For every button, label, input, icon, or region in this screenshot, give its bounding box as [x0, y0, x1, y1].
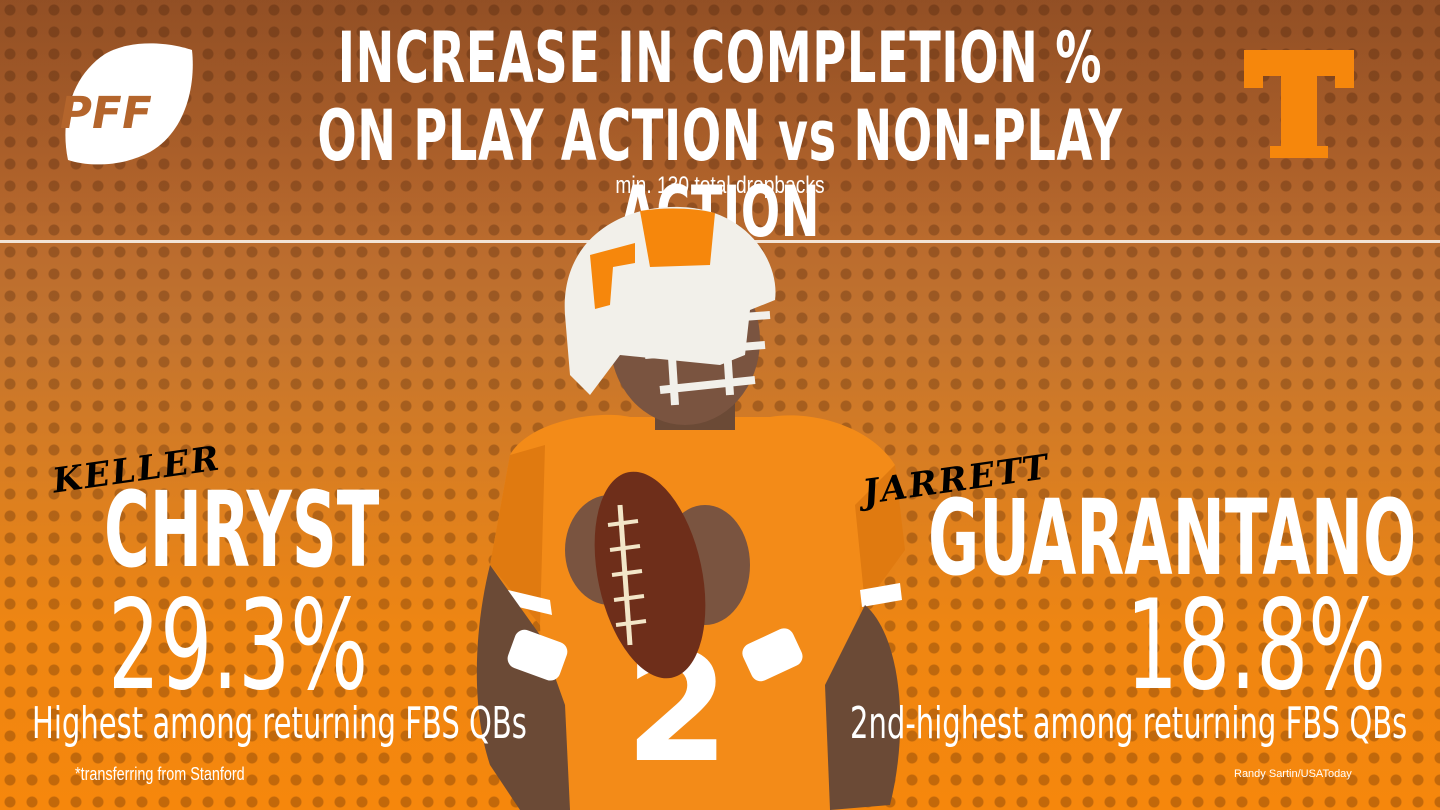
right-percent: 18.8% [1126, 574, 1386, 718]
right-note: 2nd-highest among returning FBS QBs [850, 698, 1408, 749]
pff-logo: PFF [60, 43, 193, 165]
right-last-name: GUARANTANO [928, 477, 1417, 599]
quarterback-photo: 2 [476, 206, 905, 810]
left-percent: 29.3% [108, 574, 368, 718]
tennessee-t-logo [1244, 50, 1354, 158]
page-title-line1: INCREASE IN COMPLETION % [337, 17, 1103, 99]
photo-credit: Randy Sartin/USAToday [1234, 768, 1352, 780]
header-background [0, 0, 1440, 240]
page-subtitle: min. 130 total dropbacks [615, 172, 825, 199]
page-title-line2: ON PLAY ACTION vs NON-PLAY ACTION [317, 95, 1123, 253]
pff-logo-text: PFF [60, 88, 156, 139]
left-note: Highest among returning FBS QBs [32, 698, 527, 749]
left-last-name: CHRYST [104, 469, 380, 591]
left-footnote: *transferring from Stanford [75, 764, 245, 784]
